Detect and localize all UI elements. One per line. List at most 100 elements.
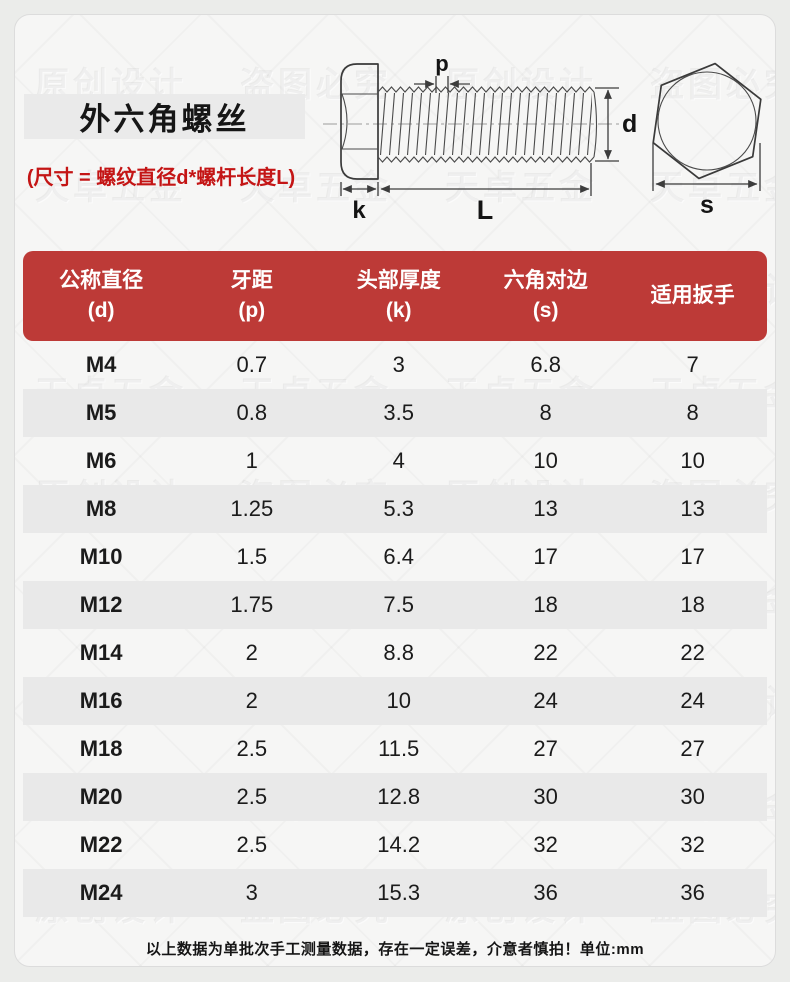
column-header-p: 牙距 (p) xyxy=(179,266,324,327)
dim-length: L xyxy=(380,163,592,225)
size-label: M22 xyxy=(79,832,123,857)
table-row: M16 2 10 24 24 xyxy=(23,677,767,725)
table-header: 公称直径 (d) 牙距 (p) 头部厚度 (k) 六角对边 (s) 适用扳手 xyxy=(23,251,767,341)
column-symbol: (s) xyxy=(532,299,559,322)
value-cell: 3.5 xyxy=(383,400,414,425)
value-cell: 8 xyxy=(686,400,699,425)
table-row: M22 2.5 14.2 32 32 xyxy=(23,821,767,869)
table-row: M14 2 8.8 22 22 xyxy=(23,629,767,677)
footer-note: 以上数据为单批次手工测量数据，存在一定误差，介意者慎拍！单位:mm xyxy=(145,941,645,958)
dim-diameter: d xyxy=(595,87,637,162)
value-cell: 7.5 xyxy=(383,592,414,617)
value-cell: 6.8 xyxy=(530,352,561,377)
column-header-d: 公称直径 (d) xyxy=(23,266,179,327)
table-row: M10 1.5 6.4 17 17 xyxy=(23,533,767,581)
column-symbol: (k) xyxy=(385,299,412,322)
spec-table: 公称直径 (d) 牙距 (p) 头部厚度 (k) 六角对边 (s) 适用扳手 M… xyxy=(23,251,767,917)
dim-label-d: d xyxy=(622,110,637,138)
value-cell: 13 xyxy=(533,496,558,521)
dim-label-L: L xyxy=(477,195,494,225)
table-row: M12 1.75 7.5 18 18 xyxy=(23,581,767,629)
column-header-k: 头部厚度 (k) xyxy=(324,266,473,327)
value-cell: 2 xyxy=(245,640,258,665)
size-label: M5 xyxy=(85,400,117,425)
value-cell: 24 xyxy=(680,688,705,713)
hex-head-view xyxy=(652,62,762,180)
table-row: M4 0.7 3 6.8 7 xyxy=(23,341,767,389)
value-cell: 14.2 xyxy=(377,832,421,857)
value-cell: 2 xyxy=(245,688,258,713)
value-cell: 12.8 xyxy=(377,784,421,809)
table-row: M5 0.8 3.5 8 8 xyxy=(23,389,767,437)
dim-pitch: p xyxy=(414,51,470,93)
bolt-thread xyxy=(377,86,598,163)
table-body: M4 0.7 3 6.8 7 M5 0.8 3.5 8 8 M6 1 4 10 10 M8 1.25 5.3 13 1… xyxy=(23,341,767,917)
size-label: M4 xyxy=(85,352,117,377)
value-cell: 36 xyxy=(680,880,705,905)
value-cell: 1.75 xyxy=(230,592,274,617)
column-title: 适用扳手 xyxy=(650,283,735,307)
dim-label-s: s xyxy=(700,191,714,219)
value-cell: 30 xyxy=(680,784,705,809)
value-cell: 8.8 xyxy=(383,640,414,665)
value-cell: 32 xyxy=(680,832,705,857)
spec-card: 原创设计盗图必究原创设计盗图必究天卓五金天卓五金天卓五金天卓五金盗图必究原创设计… xyxy=(14,14,776,967)
value-cell: 24 xyxy=(533,688,558,713)
value-cell: 22 xyxy=(533,640,558,665)
size-label: M12 xyxy=(79,592,123,617)
column-header-wrench: 适用扳手 xyxy=(618,281,767,311)
value-cell: 8 xyxy=(539,400,552,425)
value-cell: 18 xyxy=(680,592,705,617)
table-row: M20 2.5 12.8 30 30 xyxy=(23,773,767,821)
table-row: M8 1.25 5.3 13 13 xyxy=(23,485,767,533)
table-row: M18 2.5 11.5 27 27 xyxy=(23,725,767,773)
value-cell: 32 xyxy=(533,832,558,857)
size-label: M18 xyxy=(79,736,123,761)
value-cell: 36 xyxy=(533,880,558,905)
value-cell: 3 xyxy=(392,352,405,377)
value-cell: 13 xyxy=(680,496,705,521)
value-cell: 27 xyxy=(680,736,705,761)
column-title: 公称直径 xyxy=(59,268,144,292)
value-cell: 17 xyxy=(680,544,705,569)
title-banner: 外六角螺丝 xyxy=(24,94,305,139)
dim-label-k: k xyxy=(352,197,366,224)
bolt-head xyxy=(340,63,379,180)
column-title: 六角对边 xyxy=(503,268,588,292)
size-label: M10 xyxy=(79,544,123,569)
value-cell: 27 xyxy=(533,736,558,761)
column-title: 头部厚度 xyxy=(356,268,441,292)
value-cell: 30 xyxy=(533,784,558,809)
value-cell: 7 xyxy=(686,352,699,377)
value-cell: 15.3 xyxy=(377,880,421,905)
column-title: 牙距 xyxy=(230,268,273,292)
value-cell: 1.25 xyxy=(230,496,274,521)
size-label: M20 xyxy=(79,784,123,809)
value-cell: 3 xyxy=(245,880,258,905)
bolt-diagram: p d k L xyxy=(323,51,762,225)
value-cell: 0.7 xyxy=(236,352,268,377)
dim-label-p: p xyxy=(435,51,448,76)
size-note: (尺寸 = 螺纹直径d*螺杆长度L) xyxy=(26,167,296,189)
value-cell: 11.5 xyxy=(378,736,420,761)
page-title: 外六角螺丝 xyxy=(79,102,250,137)
value-cell: 18 xyxy=(533,592,558,617)
value-cell: 10 xyxy=(386,688,411,713)
dim-head-thickness: k xyxy=(340,182,379,224)
size-label: M14 xyxy=(79,640,123,665)
table-row: M6 1 4 10 10 xyxy=(23,437,767,485)
value-cell: 2.5 xyxy=(236,832,268,857)
value-cell: 17 xyxy=(533,544,558,569)
value-cell: 1 xyxy=(245,448,258,473)
value-cell: 2.5 xyxy=(236,784,268,809)
dim-across-flats: s xyxy=(652,143,761,219)
value-cell: 1.5 xyxy=(236,544,268,569)
size-label: M6 xyxy=(85,448,117,473)
value-cell: 2.5 xyxy=(236,736,268,761)
value-cell: 10 xyxy=(533,448,558,473)
column-symbol: (d) xyxy=(87,299,115,322)
value-cell: 0.8 xyxy=(236,400,268,425)
value-cell: 6.4 xyxy=(383,544,414,569)
column-header-s: 六角对边 (s) xyxy=(473,266,618,327)
size-label: M8 xyxy=(85,496,117,521)
